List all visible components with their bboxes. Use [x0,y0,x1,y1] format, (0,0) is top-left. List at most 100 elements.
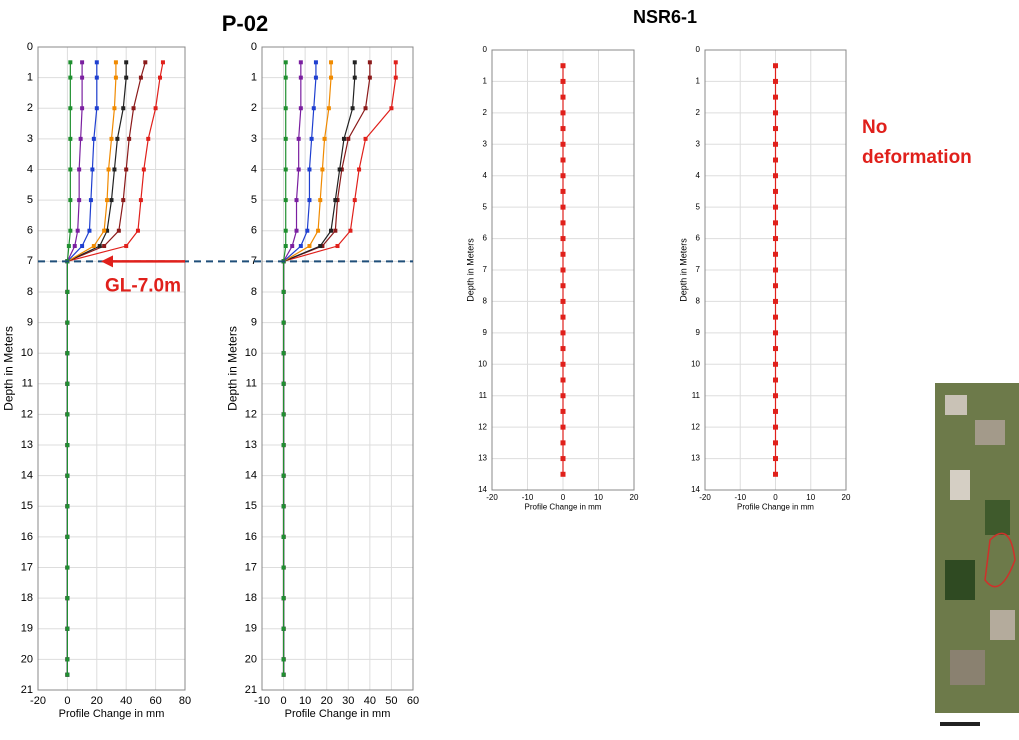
profile-marker [773,267,778,273]
profile-marker [87,228,92,233]
profile-line [282,62,317,675]
y-tick-label: 9 [251,316,257,328]
profile-marker [352,198,357,203]
profile-marker [352,75,357,80]
x-tick-label: 0 [281,695,287,707]
profile-marker [80,75,85,80]
profile-marker [66,244,71,249]
profile-marker [143,60,148,65]
profile-marker [333,198,338,203]
x-tick-label: 10 [594,493,603,502]
profile-marker [141,167,146,172]
x-tick-label: -20 [699,493,711,502]
y-tick-label: 9 [696,328,701,337]
y-tick-label: 4 [251,163,257,175]
y-tick-label: 0 [251,41,257,53]
profile-marker [283,60,288,65]
profile-marker [158,75,163,80]
x-tick-label: 60 [149,695,161,707]
profile-marker [281,672,286,677]
profile-marker [773,330,778,336]
y-axis-label: Depth in Meters [2,326,16,411]
y-tick-label: 14 [691,485,700,494]
y-tick-label: 8 [251,286,257,298]
profile-marker [68,106,73,111]
profile-marker [313,60,318,65]
x-axis-label: Profile Change in mm [737,503,814,512]
x-tick-label: 20 [630,493,639,502]
profile-marker [560,78,566,84]
profile-marker [335,244,340,249]
profile-marker [333,228,338,233]
profile-marker [298,244,303,249]
profile-marker [124,167,129,172]
x-tick-label: 40 [120,695,132,707]
x-tick-label: 80 [179,695,191,707]
profile-line [66,62,146,675]
profile-marker [80,244,85,249]
y-axis-label: Depth in Meters [466,238,476,302]
y-tick-label: 8 [27,286,33,298]
profile-marker [560,267,566,273]
profile-marker [773,424,778,430]
profile-marker [298,106,303,111]
profile-marker [357,167,362,172]
y-axis-label: Depth in Meters [679,238,689,302]
y-tick-label: 1 [483,77,488,86]
profile-marker [283,198,288,203]
profile-line [282,62,356,675]
y-tick-label: 8 [696,297,701,306]
profile-marker [560,361,566,367]
profile-marker [68,75,73,80]
y-tick-label: 6 [696,234,701,243]
profile-marker [94,106,99,111]
y-tick-label: 0 [696,45,701,54]
profile-marker [112,106,117,111]
y-tick-label: 10 [478,359,487,368]
x-axis-label: Profile Change in mm [285,708,391,720]
y-tick-label: 4 [483,171,488,180]
profile-marker [560,220,566,226]
profile-marker [65,381,70,386]
plot-frame [491,49,635,491]
profile-marker [68,167,73,172]
y-tick-label: 5 [696,202,701,211]
y-tick-label: 2 [251,102,257,114]
profile-marker [80,106,85,111]
y-tick-label: 14 [21,470,33,482]
y-tick-label: 2 [27,102,33,114]
profile-marker [560,440,566,446]
profile-marker [309,136,314,141]
profile-marker [283,228,288,233]
profile-marker [68,198,73,203]
profile-marker [281,443,286,448]
y-tick-label: 5 [251,194,257,206]
aerial-map [935,383,1019,740]
profile-marker [393,75,398,80]
y-tick-label: 0 [27,41,33,53]
y-tick-label: 19 [245,623,257,635]
profile-marker [773,157,778,163]
profile-marker [337,167,342,172]
profile-marker [773,361,778,367]
profile-marker [94,75,99,80]
y-tick-label: 5 [483,202,488,211]
x-tick-label: 40 [364,695,376,707]
profile-marker [294,198,299,203]
profile-marker [773,63,778,69]
profile-line [66,62,117,675]
profile-marker [329,75,334,80]
profile-marker [65,672,70,677]
profile-marker [560,126,566,132]
profile-marker [105,228,110,233]
profile-marker [68,60,73,65]
profile-marker [127,136,132,141]
profile-marker [135,228,140,233]
chart-title: NSR6-1 [633,7,697,27]
profile-marker [773,220,778,226]
profile-marker [316,228,321,233]
profile-marker [560,314,566,320]
profile-marker [322,136,327,141]
profile-marker [296,136,301,141]
profile-marker [773,283,778,289]
